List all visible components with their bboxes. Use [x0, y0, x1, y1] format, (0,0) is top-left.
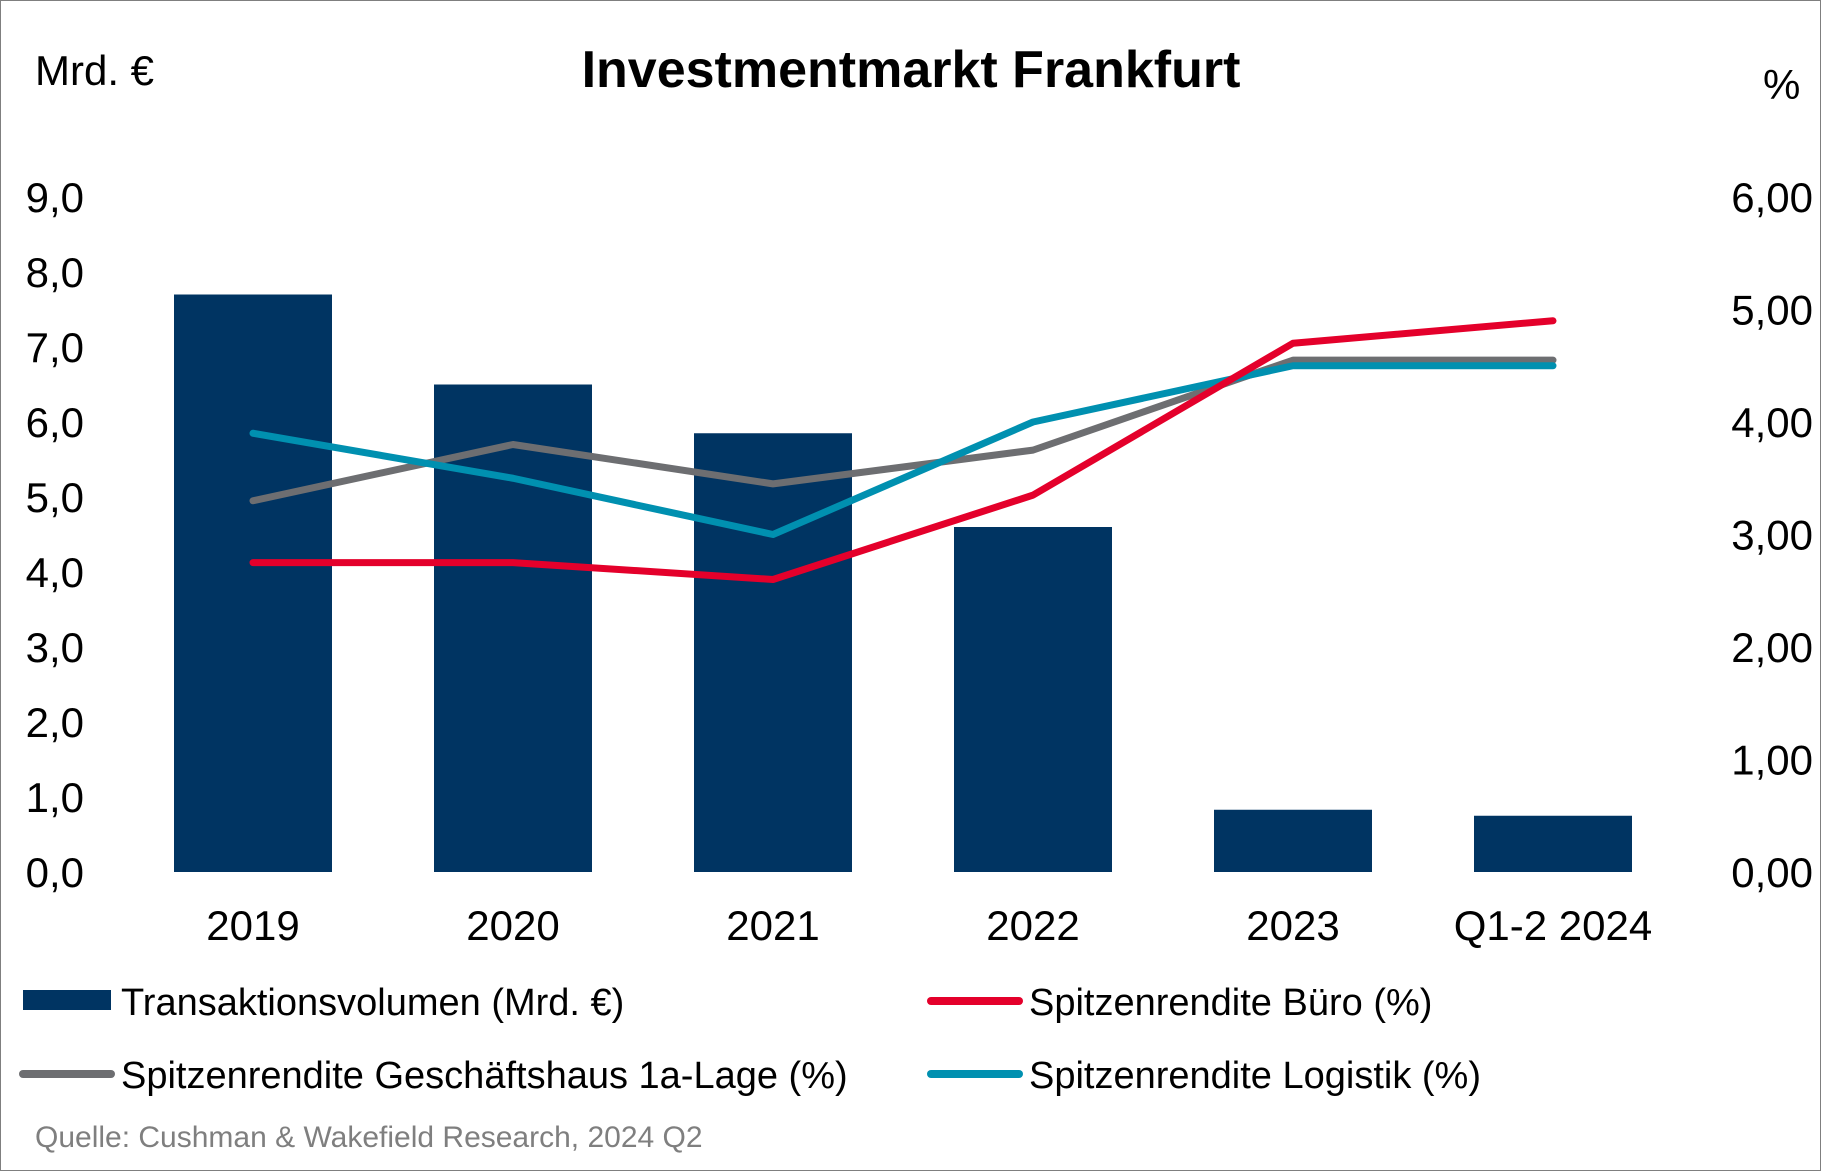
legend-label-geschaeftshaus: Spitzenrendite Geschäftshaus 1a-Lage (%): [121, 1055, 848, 1097]
x-tick-label: Q1-2 2024: [1454, 902, 1652, 949]
right-tick-label: 0,00: [1731, 849, 1813, 896]
left-tick-label: 5,0: [26, 474, 84, 521]
legend-label-buero: Spitzenrendite Büro (%): [1029, 982, 1432, 1024]
right-axis-unit: %: [1763, 61, 1800, 108]
legend-swatch-transaktionsvolumen: [23, 990, 111, 1010]
x-tick-label: 2021: [726, 902, 819, 949]
right-axis-ticks: 0,00 1,00 2,00 3,00 4,00 5,00 6,00: [1731, 174, 1813, 896]
left-tick-label: 0,0: [26, 849, 84, 896]
left-axis-ticks: 0,0 1,0 2,0 3,0 4,0 5,0 6,0 7,0 8,0 9,0: [26, 174, 84, 896]
right-tick-label: 1,00: [1731, 737, 1813, 784]
chart-title: Investmentmarkt Frankfurt: [582, 41, 1241, 99]
left-tick-label: 6,0: [26, 399, 84, 446]
left-tick-label: 7,0: [26, 324, 84, 371]
bar: [954, 527, 1112, 872]
bar: [1214, 809, 1372, 872]
right-tick-label: 6,00: [1731, 174, 1813, 221]
left-axis-unit: Mrd. €: [35, 47, 154, 94]
right-tick-label: 2,00: [1731, 624, 1813, 671]
right-tick-label: 5,00: [1731, 287, 1813, 334]
left-tick-label: 2,0: [26, 699, 84, 746]
legend-label-transaktionsvolumen: Transaktionsvolumen (Mrd. €): [121, 982, 624, 1024]
source-note: Quelle: Cushman & Wakefield Research, 20…: [35, 1121, 703, 1154]
x-axis-ticks: 2019 2020 2021 2022 2023 Q1-2 2024: [206, 902, 1652, 949]
x-tick-label: 2020: [466, 902, 559, 949]
legend: Transaktionsvolumen (Mrd. €) Spitzenrend…: [19, 982, 1481, 1097]
left-tick-label: 8,0: [26, 249, 84, 296]
bar: [1474, 815, 1632, 872]
bar: [174, 294, 332, 872]
x-tick-label: 2023: [1246, 902, 1339, 949]
bar: [694, 433, 852, 872]
series-line: [249, 317, 1557, 583]
x-tick-label: 2019: [206, 902, 299, 949]
x-tick-label: 2022: [986, 902, 1079, 949]
left-tick-label: 9,0: [26, 174, 84, 221]
left-tick-label: 1,0: [26, 774, 84, 821]
line-series: [249, 317, 1557, 583]
legend-label-logistik: Spitzenrendite Logistik (%): [1029, 1055, 1481, 1097]
series-line: [249, 362, 1557, 538]
left-tick-label: 4,0: [26, 549, 84, 596]
right-tick-label: 4,00: [1731, 399, 1813, 446]
right-tick-label: 3,00: [1731, 512, 1813, 559]
series-line: [249, 356, 1557, 505]
bar-series: [174, 294, 1632, 872]
left-tick-label: 3,0: [26, 624, 84, 671]
